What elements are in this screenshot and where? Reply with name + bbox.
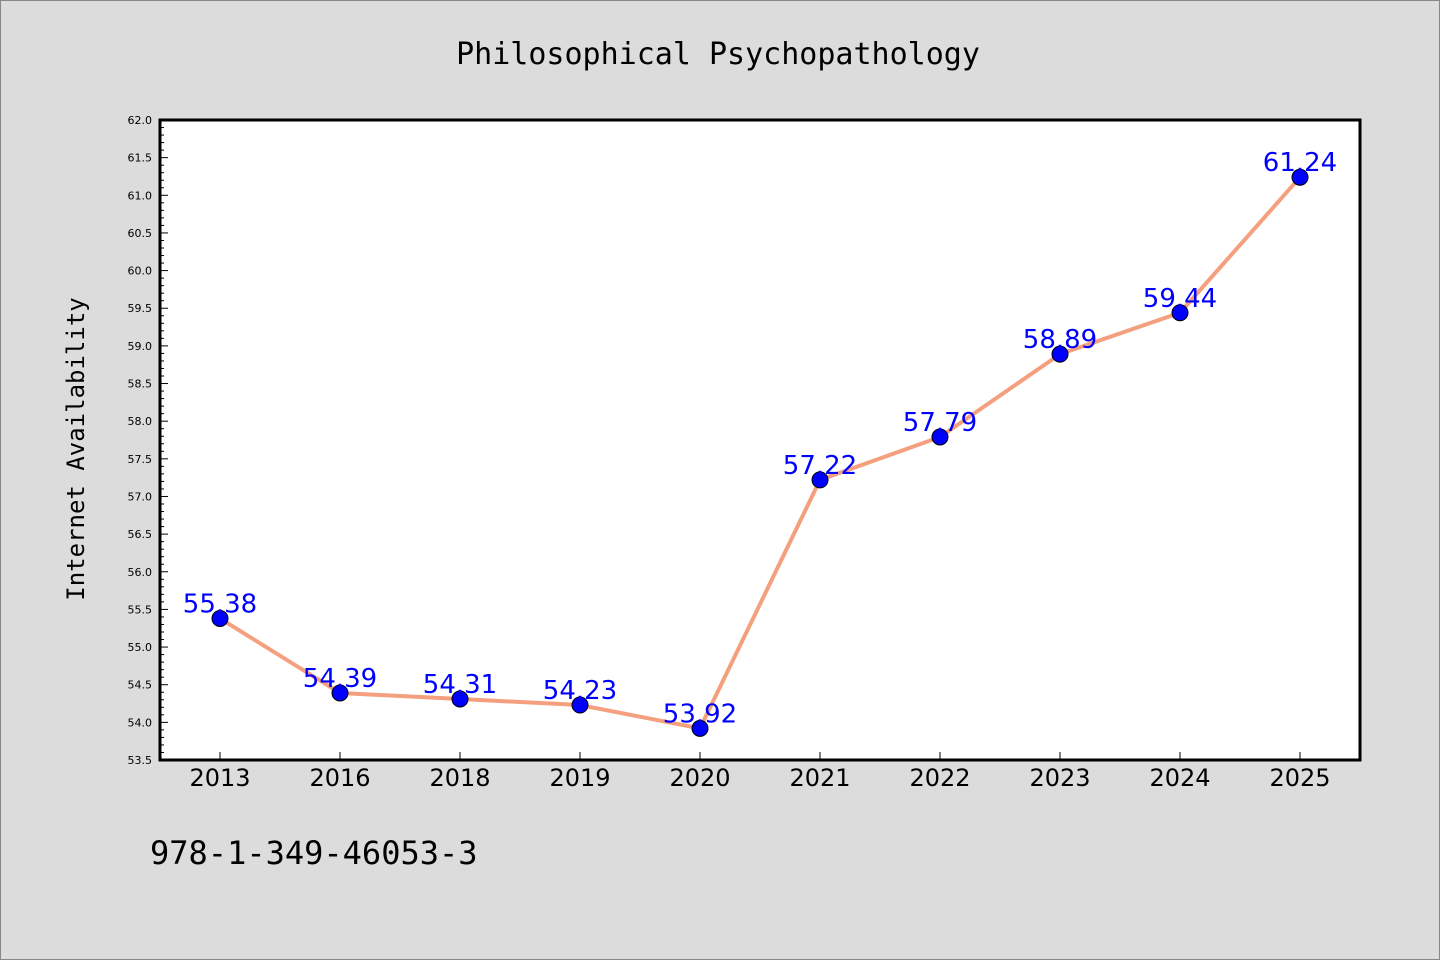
y-tick-label: 56.5 (128, 528, 153, 541)
data-point (331, 684, 349, 702)
data-point (211, 609, 229, 627)
x-tick-label: 2024 (1149, 764, 1210, 792)
y-tick-label: 56.0 (128, 566, 153, 579)
data-point (931, 428, 949, 446)
plot-area (158, 118, 1362, 762)
chart-title: Philosophical Psychopathology (456, 37, 980, 72)
data-point (1291, 168, 1309, 186)
series-line-group (211, 168, 1309, 737)
x-tick-label: 2013 (189, 764, 250, 792)
data-label: 57.79 (903, 408, 977, 438)
data-label: 57.22 (783, 451, 857, 481)
data-point (571, 696, 589, 714)
y-tick-label: 58.0 (128, 415, 153, 428)
y-tick-label: 57.5 (128, 453, 153, 466)
y-tick-label: 58.5 (128, 378, 153, 391)
x-tick-label: 2025 (1269, 764, 1330, 792)
data-point (1171, 304, 1189, 322)
data-point (451, 690, 469, 708)
y-tick-label: 55.0 (128, 641, 153, 654)
x-tick-label: 2023 (1029, 764, 1090, 792)
data-label: 59.44 (1143, 284, 1217, 314)
y-tick-label: 54.0 (128, 716, 153, 729)
y-axis-label: Internet Availability (62, 297, 90, 600)
y-tick-label: 55.5 (128, 603, 153, 616)
x-tick-label: 2019 (549, 764, 610, 792)
y-tick-label: 57.0 (128, 490, 153, 503)
y-tick-label: 54.5 (128, 679, 153, 692)
data-point (1051, 345, 1069, 363)
x-tick-label: 2021 (789, 764, 850, 792)
data-labels-group: 55.38 54.39 54.31 54.23 53.92 57.22 57.79 58.89… (183, 148, 1337, 729)
series-line (218, 175, 1302, 731)
y-tick-label: 60.5 (128, 227, 153, 240)
data-label: 58.89 (1023, 325, 1097, 355)
data-label: 54.31 (423, 670, 497, 700)
isbn-footer: 978-1-349-46053-3 (150, 834, 478, 872)
y-tick-label: 62.0 (128, 114, 153, 127)
data-label: 55.38 (183, 589, 257, 619)
x-tick-label: 2018 (429, 764, 490, 792)
y-tick-label: 61.0 (128, 189, 153, 202)
y-tick-label: 59.5 (128, 302, 153, 315)
y-tick-label: 53.5 (128, 754, 153, 767)
x-tick-label: 2016 (309, 764, 370, 792)
x-axis-ticks: 2013 2016 2018 2019 2020 2021 2022 2023 2024 2025 (189, 752, 1331, 792)
data-label: 54.39 (303, 664, 377, 694)
x-tick-label: 2020 (669, 764, 730, 792)
data-point (811, 471, 829, 489)
data-label: 54.23 (543, 676, 617, 706)
y-tick-label: 60.0 (128, 265, 153, 278)
data-label: 53.92 (663, 699, 737, 729)
y-axis-ticks: 53.5 54.0 54.5 55.0 55.5 56.0 56.5 57.0 57.5 58.0… (128, 114, 168, 767)
data-point (691, 719, 709, 737)
x-tick-label: 2022 (909, 764, 970, 792)
data-label: 61.24 (1263, 148, 1337, 178)
y-tick-label: 59.0 (128, 340, 153, 353)
y-tick-label: 61.5 (128, 152, 153, 165)
